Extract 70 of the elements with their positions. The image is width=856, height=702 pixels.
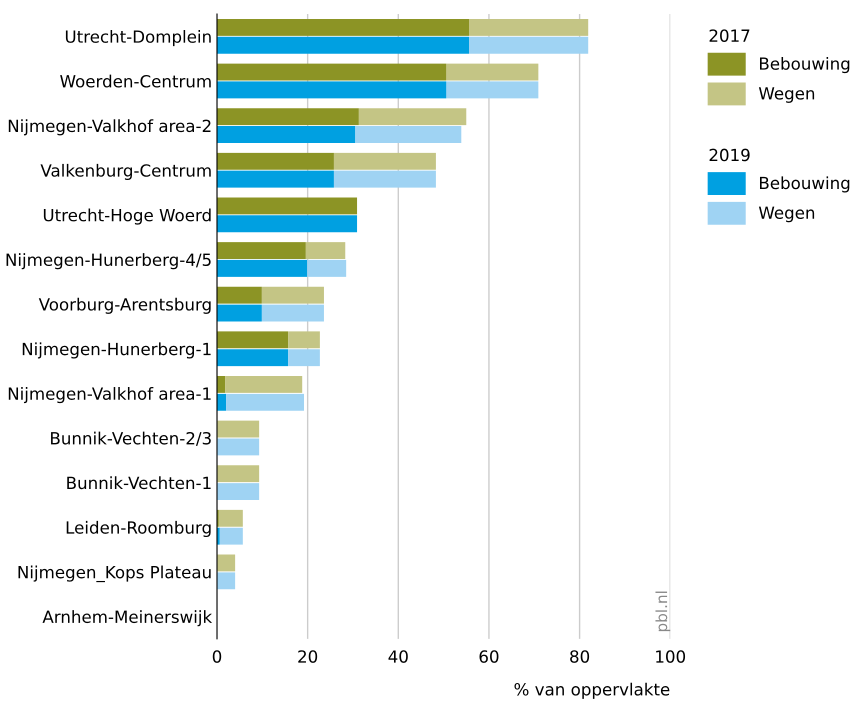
annotation: pbl.nl bbox=[655, 592, 670, 632]
bar bbox=[306, 242, 346, 260]
bar bbox=[216, 170, 334, 188]
y-tick-label: Nijmegen_Kops Plateau bbox=[18, 566, 211, 582]
bar bbox=[216, 376, 226, 393]
bar bbox=[216, 152, 334, 170]
y-tick-label: Leiden-Roomburg bbox=[66, 520, 211, 538]
bar bbox=[216, 242, 306, 260]
bar bbox=[446, 81, 538, 98]
bar bbox=[446, 64, 538, 81]
y-tick-label: Valkenburg-Centrum bbox=[40, 164, 211, 180]
legend-label: Bebouwing bbox=[760, 176, 850, 192]
bar bbox=[216, 331, 288, 348]
x-tick-label: 80 bbox=[570, 650, 590, 663]
bar bbox=[358, 108, 466, 126]
bar bbox=[216, 304, 262, 322]
y-tick-label: Bunnik-Vechten-1 bbox=[67, 476, 211, 490]
y-tick-label: Woerden-Centrum bbox=[60, 74, 211, 88]
bar bbox=[216, 394, 226, 411]
x-tick-label: 0 bbox=[212, 650, 222, 663]
bar bbox=[334, 170, 436, 188]
x-tick-label: 100 bbox=[656, 650, 686, 663]
x-tick-label: 40 bbox=[388, 650, 408, 663]
bar bbox=[218, 510, 243, 527]
y-tick-label: Arnhem-Meinerswijk bbox=[42, 610, 212, 626]
bar bbox=[216, 260, 308, 277]
y-tick-label: Nijmegen-Valkhof area-1 bbox=[8, 387, 211, 404]
bar bbox=[355, 126, 462, 144]
bar bbox=[307, 260, 346, 277]
bar bbox=[216, 465, 260, 482]
x-axis-title: % van oppervlakte bbox=[514, 682, 670, 699]
y-tick-label: Voorburg-Arentsburg bbox=[38, 298, 211, 314]
bar bbox=[288, 331, 320, 348]
bar bbox=[216, 108, 359, 126]
y-tick-label: Utrecht-Domplein bbox=[66, 30, 211, 46]
y-tick-label: Nijmegen-Hunerberg-1 bbox=[22, 342, 211, 359]
bar bbox=[216, 286, 262, 304]
bar bbox=[216, 81, 446, 98]
bar bbox=[216, 349, 288, 366]
y-tick-label: Bunnik-Vechten-2/3 bbox=[51, 432, 211, 446]
bar bbox=[216, 438, 260, 456]
bar bbox=[226, 394, 304, 411]
bar bbox=[216, 483, 260, 500]
x-tick-label: 20 bbox=[298, 650, 318, 663]
bar bbox=[262, 304, 324, 322]
legend-label: Wegen bbox=[758, 206, 814, 222]
bar bbox=[288, 349, 320, 366]
y-tick-label: Nijmegen-Hunerberg-4/5 bbox=[6, 253, 211, 270]
bar bbox=[262, 286, 324, 304]
bar bbox=[216, 215, 358, 232]
legend-label: Bebouwing bbox=[760, 57, 850, 74]
bar bbox=[220, 528, 243, 545]
bar bbox=[216, 126, 356, 144]
bar bbox=[216, 554, 236, 572]
bar bbox=[216, 64, 446, 81]
legend-label: Wegen bbox=[758, 87, 814, 103]
bar bbox=[469, 36, 588, 54]
bar bbox=[216, 36, 470, 54]
text: 2017 bbox=[710, 29, 750, 42]
bar bbox=[216, 18, 470, 36]
bar bbox=[216, 197, 358, 214]
bar bbox=[469, 18, 588, 36]
text: 2019 bbox=[710, 148, 750, 162]
bar bbox=[334, 152, 436, 170]
bar bbox=[216, 420, 260, 438]
bar bbox=[225, 376, 302, 393]
y-tick-label: Utrecht-Hoge Woerd bbox=[44, 208, 211, 225]
y-tick-label: Nijmegen-Valkhof area-2 bbox=[8, 119, 210, 136]
x-tick-label: 60 bbox=[480, 650, 498, 663]
bar bbox=[216, 572, 236, 590]
